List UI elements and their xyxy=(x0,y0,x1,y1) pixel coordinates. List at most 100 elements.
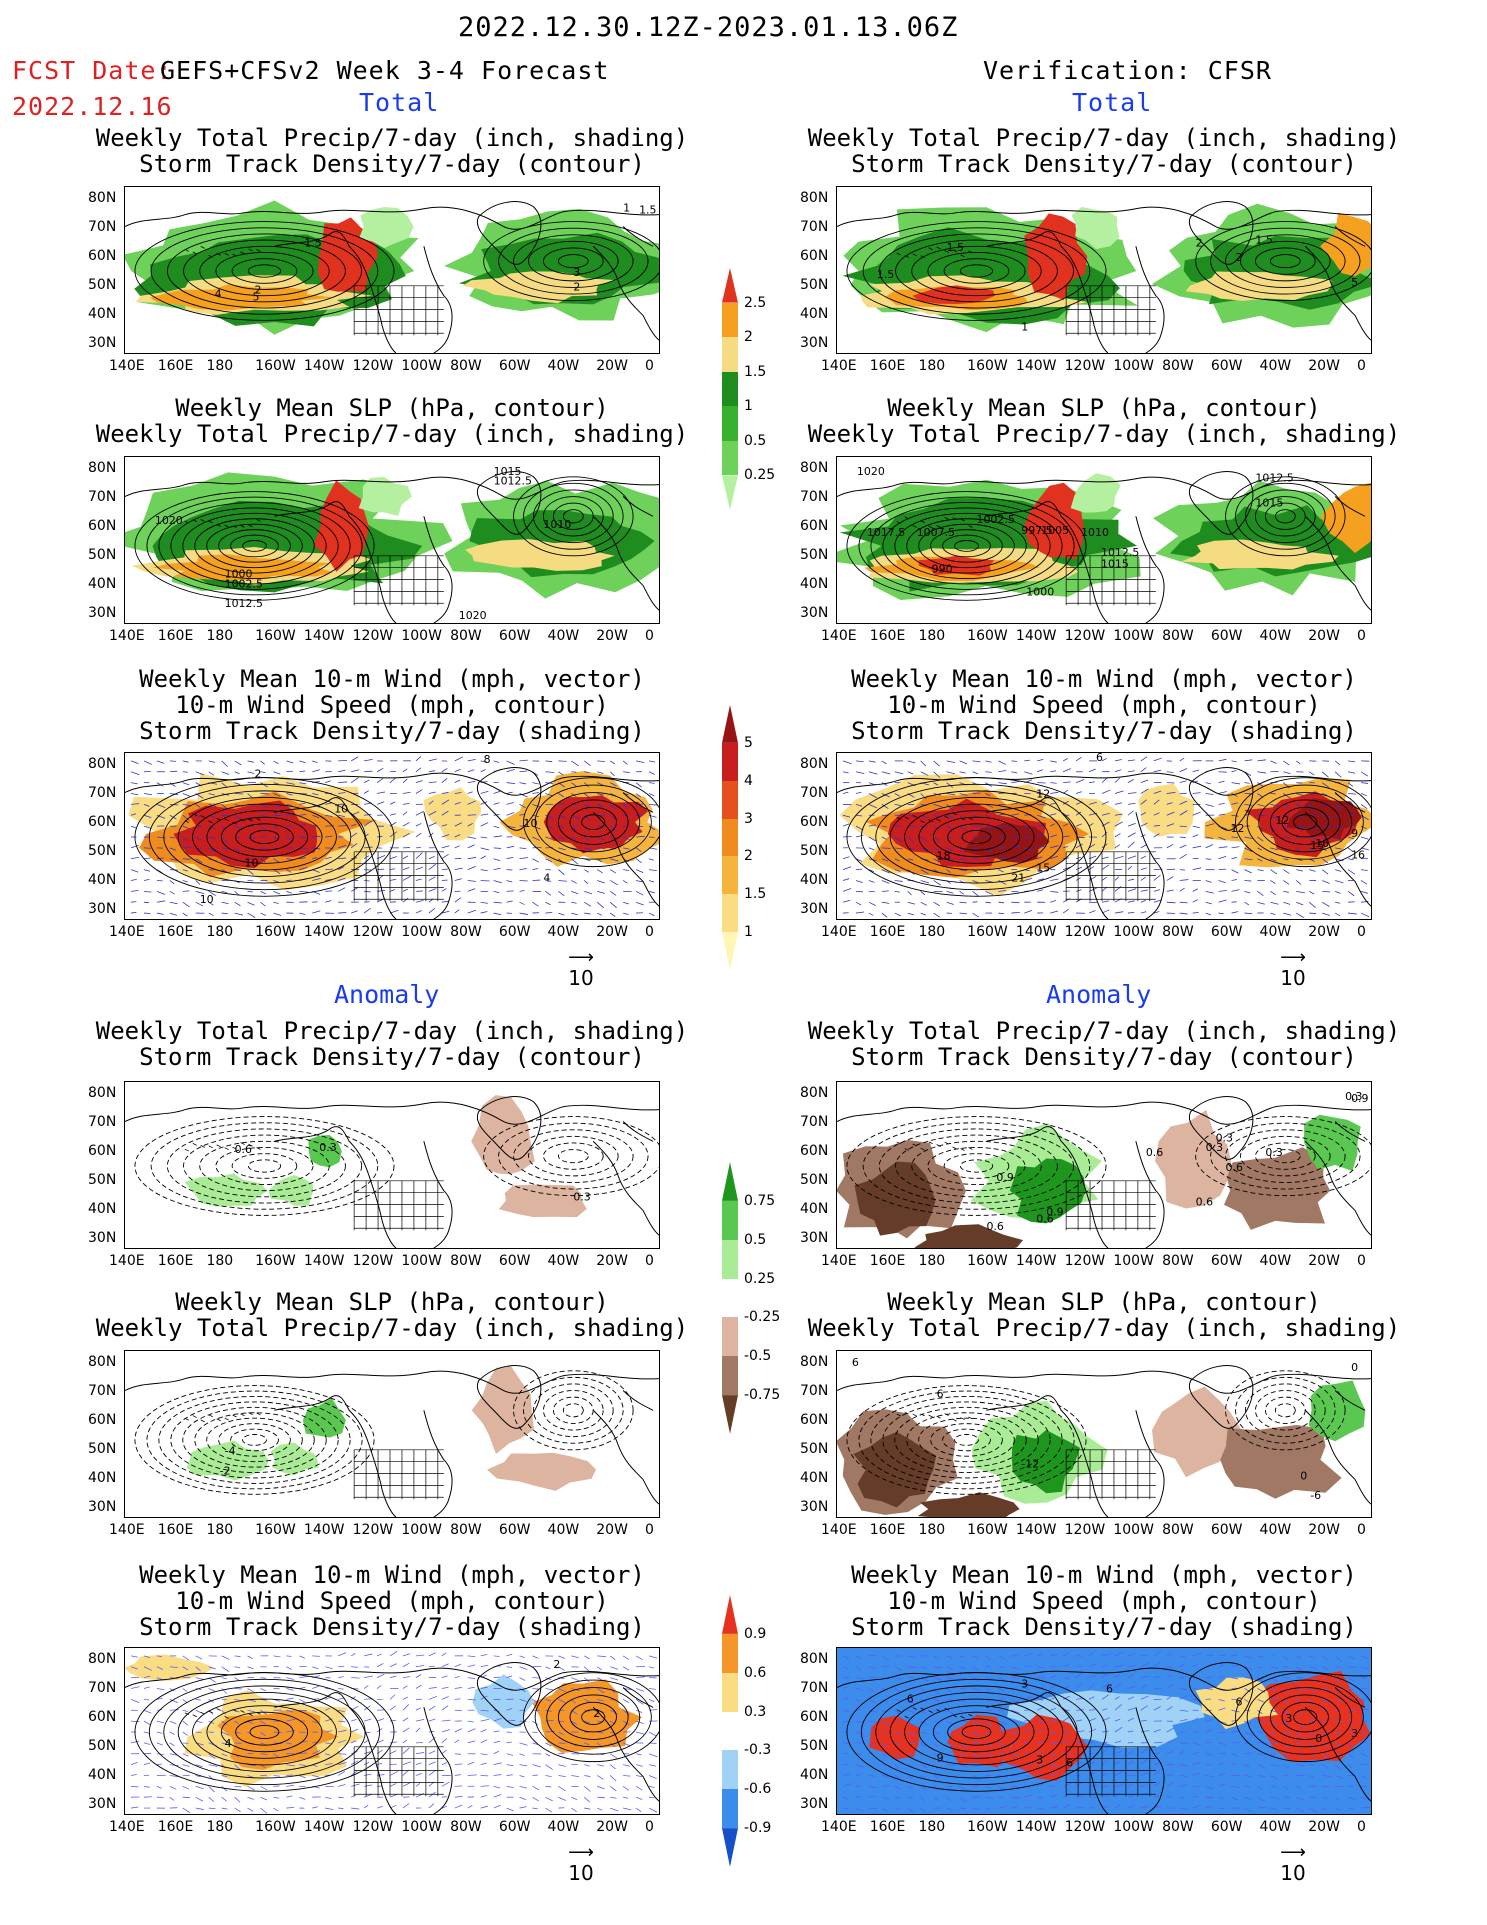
contour-label: 0.6 xyxy=(1036,1212,1053,1225)
panel-title-line: 10-m Wind Speed (mph, contour) xyxy=(887,1587,1321,1615)
latitude-label: 40N xyxy=(88,872,117,888)
contour-label: 6 xyxy=(1096,753,1103,764)
storm-anom-shading xyxy=(1195,1677,1278,1730)
longitude-label: 20W xyxy=(596,1253,628,1269)
state-boundaries xyxy=(1065,555,1156,606)
colorbar-storm-total xyxy=(722,705,738,970)
longitude-label: 140E xyxy=(821,1253,857,1269)
latitude-label: 50N xyxy=(800,547,829,563)
longitude-label: 20W xyxy=(1308,1819,1340,1835)
coastline xyxy=(837,1096,1371,1248)
longitude-label: 40W xyxy=(1259,628,1292,644)
longitude-label: 160E xyxy=(869,1522,906,1538)
contour-label: 18 xyxy=(937,850,951,863)
panel-title-line: Weekly Total Precip/7-day (inch, shading… xyxy=(95,124,689,152)
longitude-label: 160E xyxy=(157,358,194,374)
longitude-label: 160W xyxy=(967,1253,1008,1269)
contour-label: 6 xyxy=(907,1692,914,1705)
contour-lines xyxy=(846,491,1087,601)
panel-title-line: Storm Track Density/7-day (contour) xyxy=(139,1043,645,1071)
contour-label: 6 xyxy=(1236,1695,1243,1708)
contour-label: 5 xyxy=(1351,276,1358,289)
longitude-label: 160W xyxy=(255,628,296,644)
longitude-label: 160W xyxy=(967,358,1008,374)
longitude-label: 100W xyxy=(1113,1819,1154,1835)
precip-anom-shading xyxy=(1152,1386,1242,1478)
contour-lines xyxy=(513,1370,634,1451)
precip-anom-shading xyxy=(1308,1380,1366,1442)
latitude-label: 60N xyxy=(88,814,117,830)
contour-label: 0.9 xyxy=(1351,1092,1368,1105)
panel-anomaly-slp-right-map: 6 6 -12 0 0 -6 xyxy=(836,1350,1372,1518)
panel-title-line: Storm Track Density/7-day (contour) xyxy=(851,150,1357,178)
contour-label: 2 xyxy=(573,281,580,294)
contour-label: 1012.5 xyxy=(1255,472,1293,485)
coastline xyxy=(125,1662,659,1814)
contour-lines xyxy=(513,476,634,557)
contour-label: 0 xyxy=(1300,1469,1307,1482)
contour-lines xyxy=(1235,777,1371,868)
colorbar-segment xyxy=(722,1356,738,1396)
precip-anom-shading xyxy=(1220,1425,1342,1499)
colorbar-segment xyxy=(722,371,738,407)
panel-anomaly-precip-right-map: 0.3 0.9 0.9 0.6 0.6 0.3 0.6 0.3 0.9 0.6 0.3 0.6 xyxy=(836,1081,1372,1249)
panel-title-line: Weekly Mean 10-m Wind (mph, vector) xyxy=(139,665,645,693)
longitude-label: 140E xyxy=(109,924,145,940)
colorbar-segment xyxy=(722,1828,738,1867)
colorbar-segment xyxy=(722,894,738,933)
latitude-label: 30N xyxy=(88,1796,117,1812)
panel-title-line: Weekly Mean SLP (hPa, contour) xyxy=(175,394,609,422)
panel-title-line: Weekly Mean SLP (hPa, contour) xyxy=(887,394,1321,422)
latitude-label: 40N xyxy=(800,1201,829,1217)
colorbar-label: 0.6 xyxy=(744,1664,767,1681)
latitude-label: 30N xyxy=(800,1499,829,1515)
colorbar-precip-total xyxy=(722,268,738,510)
verification-label: Verification: CFSR xyxy=(983,56,1272,85)
longitude-label: 0 xyxy=(1357,358,1366,374)
panel-total-precip-left-map: 1 1.5 1.5 4 5 2 3 2 xyxy=(124,186,660,354)
colorbar-label: 1.5 xyxy=(744,363,767,380)
longitude-label: 140W xyxy=(1015,628,1057,644)
longitude-label: 80W xyxy=(1162,628,1194,644)
longitude-label: 0 xyxy=(645,358,654,374)
reference-arrow-icon: ⟶ xyxy=(568,1842,594,1863)
contour-lines xyxy=(483,221,659,302)
contour-label: 997.5 xyxy=(1021,524,1052,537)
longitude-label: 80W xyxy=(1162,1522,1194,1538)
panel-title-line: Weekly Mean 10-m Wind (mph, vector) xyxy=(851,1561,1357,1589)
colorbar-segment xyxy=(722,440,738,476)
contour-label: 0.3 xyxy=(1206,1141,1223,1154)
longitude-label: 80W xyxy=(450,1522,482,1538)
longitude-label: 120W xyxy=(1064,358,1106,374)
contour-label: 1012.5 xyxy=(225,597,263,610)
precip-anom-shading xyxy=(308,1134,342,1168)
latitude-label: 60N xyxy=(800,1709,829,1725)
latitude-label: 30N xyxy=(800,1230,829,1246)
panel-anomaly-precip-left-title: Weekly Total Precip/7-day (inch, shading… xyxy=(64,1018,720,1070)
panel-anomaly-slp-left-title: Weekly Mean SLP (hPa, contour) Weekly Tot… xyxy=(64,1289,720,1341)
storm-anom-shading xyxy=(217,1709,339,1771)
reference-value: 10 xyxy=(568,966,594,990)
latitude-label: 50N xyxy=(800,277,829,293)
longitude-label: 60W xyxy=(498,358,531,374)
contour-lines xyxy=(846,221,1107,321)
longitude-label: 120W xyxy=(1064,628,1106,644)
state-boundaries xyxy=(1065,1746,1156,1797)
contour-label: 9 xyxy=(937,1752,944,1765)
contour-label: 0.3 xyxy=(573,1191,590,1204)
contour-label: 1.5 xyxy=(639,204,656,217)
latitude-label: 80N xyxy=(88,1651,117,1667)
longitude-label: 20W xyxy=(1308,358,1340,374)
longitude-label: 140E xyxy=(821,1819,857,1835)
colorbar-label: 2 xyxy=(744,848,753,865)
latitude-label: 80N xyxy=(800,1085,829,1101)
contour-label: 4 xyxy=(225,1737,232,1750)
longitude-label: 180 xyxy=(918,358,946,374)
panel-anomaly-slp-left-map: -4 -2 xyxy=(124,1350,660,1518)
longitude-label: 100W xyxy=(401,1253,442,1269)
panel-title-line: Storm Track Density/7-day (contour) xyxy=(139,150,645,178)
panel-total-slp-right-map: 1020 1002.5 997.5 1017.5 1007.5 1005 1010 1012.… xyxy=(836,456,1372,624)
longitude-label: 20W xyxy=(596,924,628,940)
panel-title-line: Weekly Total Precip/7-day (inch, shading… xyxy=(807,124,1401,152)
latitude-label: 80N xyxy=(88,1354,117,1370)
